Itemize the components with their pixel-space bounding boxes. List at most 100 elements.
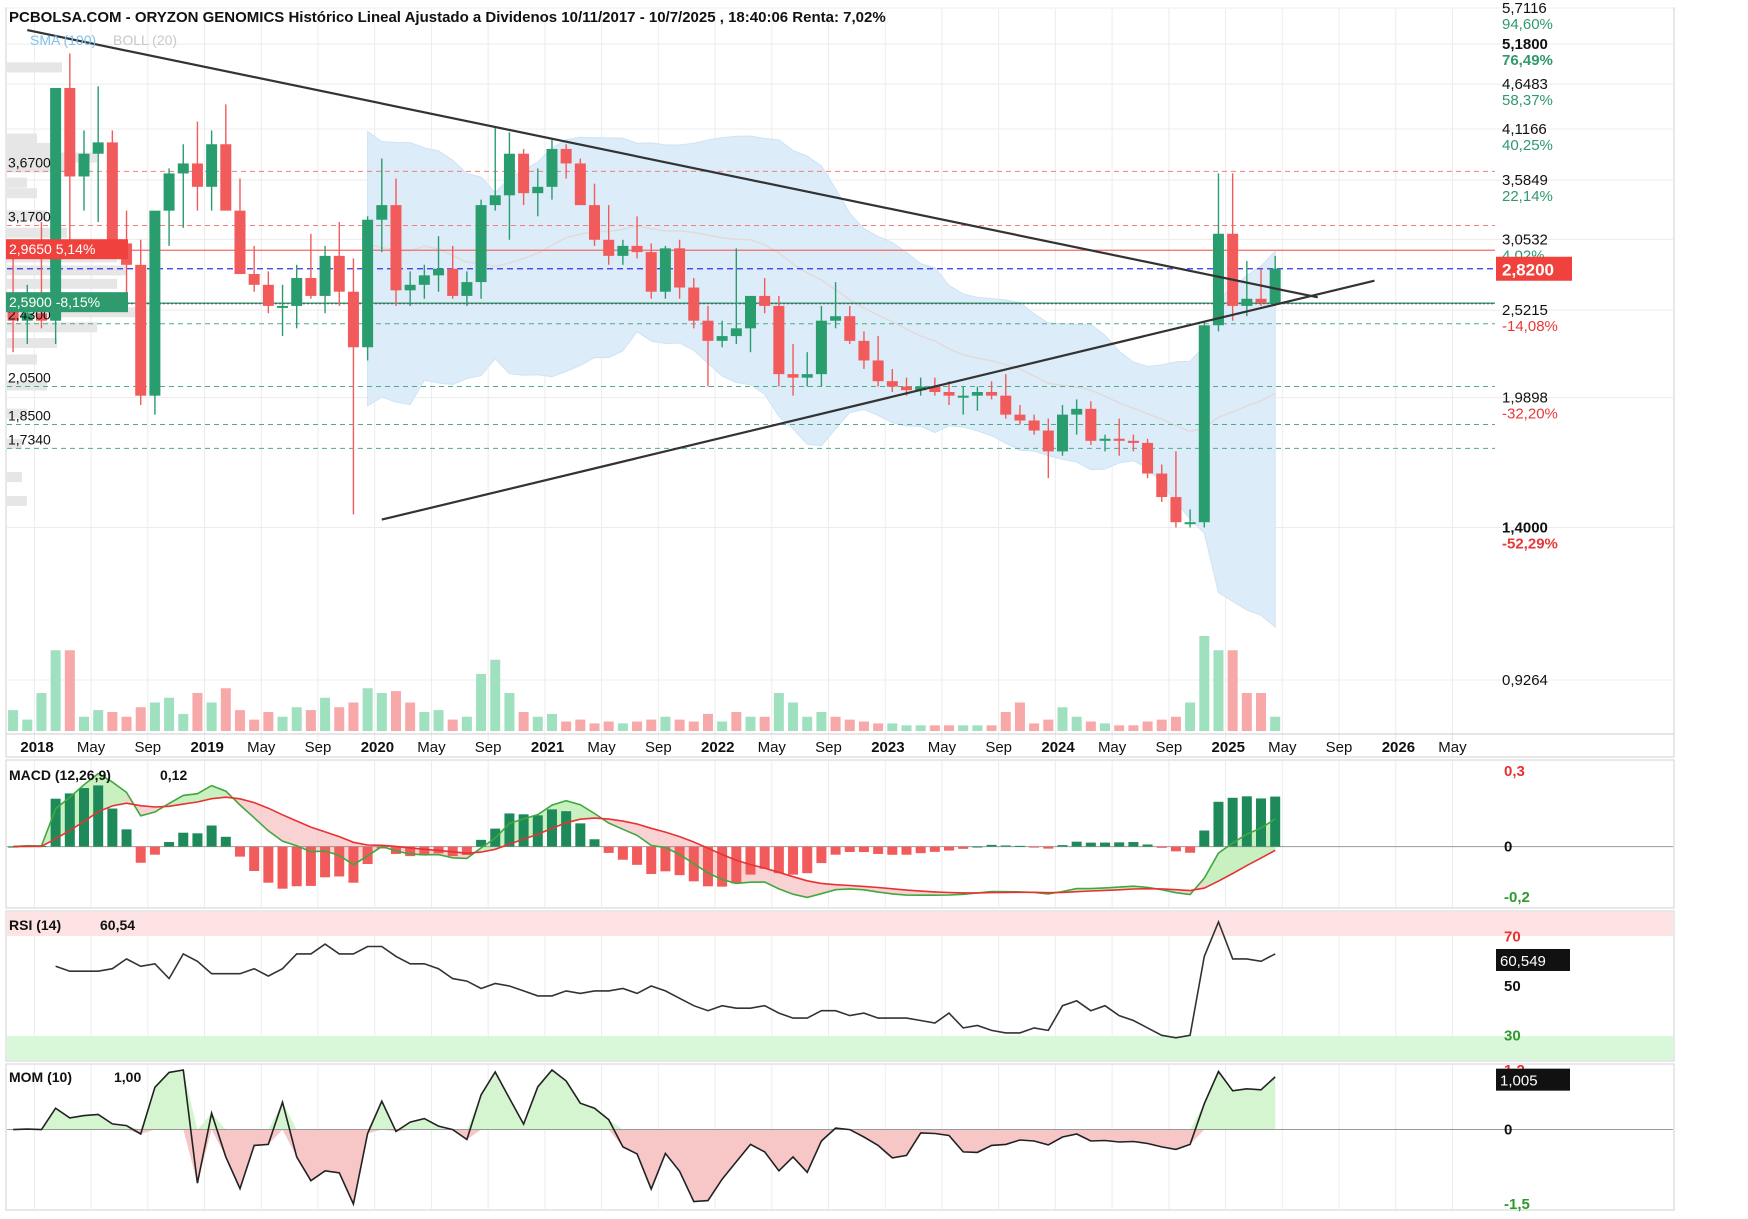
candle-body <box>447 268 459 296</box>
macd-histogram-bar <box>788 846 799 875</box>
macd-histogram-bar <box>1227 797 1238 847</box>
chart-title: PCBOLSA.COM - ORYZON GENOMICS Histórico … <box>9 9 886 26</box>
candle-body <box>1113 438 1125 441</box>
rsi-tick-label: 70 <box>1504 929 1521 946</box>
volume-profile-bar <box>7 495 27 506</box>
volume-bar <box>220 688 231 731</box>
volume-bar <box>1071 716 1082 731</box>
time-tick-label: Sep <box>985 739 1012 756</box>
volume-bar <box>1043 719 1054 731</box>
left-level-label: 1,7340 <box>8 431 51 447</box>
macd-histogram-bar <box>1014 845 1025 847</box>
candle-body <box>78 153 90 177</box>
volume-bar <box>93 710 104 731</box>
candle-body <box>390 205 402 291</box>
candle-body <box>1099 438 1111 441</box>
volume-bar <box>958 725 969 731</box>
macd-tick-label: 0 <box>1504 839 1512 856</box>
volume-bar <box>1170 716 1181 731</box>
candle-body <box>92 142 104 154</box>
macd-histogram-bar <box>405 846 416 857</box>
candle-body <box>418 275 430 285</box>
candle-body <box>404 284 416 291</box>
candle-body <box>674 248 686 288</box>
macd-histogram-bar <box>1085 842 1096 847</box>
volume-bar <box>1185 702 1196 731</box>
macd-histogram-bar <box>660 846 671 872</box>
volume-bar <box>376 693 387 731</box>
price-tick-label: 1,9898 <box>1502 390 1548 407</box>
macd-histogram-bar <box>1128 842 1139 847</box>
macd-fill <box>13 773 1276 898</box>
macd-histogram-bar <box>773 846 784 874</box>
volume-bar <box>1256 693 1267 731</box>
macd-histogram-bar <box>887 846 898 855</box>
candle-body <box>1028 420 1040 431</box>
macd-histogram-bar <box>873 846 884 854</box>
macd-histogram-bar <box>958 846 969 849</box>
volume-bar <box>178 713 189 731</box>
volume-bar <box>632 721 643 731</box>
volume-bar <box>433 710 444 731</box>
candle-body <box>461 282 473 296</box>
candle-body <box>163 173 175 211</box>
macd-histogram-bar <box>1029 846 1040 848</box>
macd-tick-label: -0,2 <box>1504 889 1530 906</box>
candle-body <box>787 374 799 378</box>
candle-body <box>234 210 246 275</box>
rsi-last-value: 60,549 <box>1500 953 1546 970</box>
macd-histogram-bar <box>305 846 316 886</box>
volume-bar <box>206 702 217 731</box>
volume-bar <box>305 710 316 731</box>
time-tick-label: Sep <box>134 739 161 756</box>
candle-body <box>135 264 147 396</box>
volume-profile-bar <box>7 62 62 73</box>
volume-profile-bar <box>7 162 67 173</box>
macd-histogram-bar <box>1000 845 1011 847</box>
macd-histogram-bar <box>901 846 912 855</box>
macd-histogram-bar <box>986 844 997 847</box>
macd-histogram-bar <box>532 815 543 847</box>
macd-histogram-bar <box>1100 842 1111 847</box>
macd-histogram-bar <box>1170 846 1181 852</box>
volume-bar <box>674 719 685 731</box>
mom-value: 1,00 <box>114 1069 141 1085</box>
volume-bar <box>788 702 799 731</box>
candle-body <box>1269 268 1281 304</box>
volume-profile-bar <box>7 322 97 333</box>
time-tick-label: May <box>77 739 106 756</box>
percent-tick-label: -52,29% <box>1502 535 1558 552</box>
volume-bar <box>504 693 515 731</box>
price-tick-label: 0,9264 <box>1502 672 1548 689</box>
macd-histogram-bar <box>1185 846 1196 853</box>
candle-body <box>589 205 601 240</box>
percent-tick-label: 94,60% <box>1502 16 1553 33</box>
time-tick-label: May <box>417 739 446 756</box>
candle-body <box>815 320 827 375</box>
macd-histogram-bar <box>504 813 515 847</box>
candle-body <box>1056 414 1068 452</box>
candle-body <box>1085 408 1097 441</box>
volume-bar <box>1057 707 1068 731</box>
left-level-label: 3,1700 <box>8 209 51 225</box>
macd-histogram-bar <box>717 846 728 887</box>
candle-body <box>645 252 657 292</box>
volume-bar <box>915 725 926 731</box>
sma-legend: SMA (100) <box>30 32 96 48</box>
volume-bar <box>192 693 203 731</box>
volume-profile-bar <box>7 142 52 153</box>
macd-histogram-bar <box>192 833 203 847</box>
volume-bar <box>731 712 742 731</box>
volume-bar <box>773 693 784 731</box>
time-tick-label: Sep <box>645 739 672 756</box>
candle-body <box>872 360 884 382</box>
volume-bar <box>277 716 288 731</box>
percent-tick-label: 40,25% <box>1502 137 1553 154</box>
macd-histogram-bar <box>1199 830 1210 847</box>
time-tick-label: May <box>758 739 787 756</box>
macd-histogram-bar <box>1156 846 1167 848</box>
volume-bar <box>759 716 770 731</box>
candle-body <box>106 142 118 244</box>
macd-histogram-bar <box>234 846 245 857</box>
